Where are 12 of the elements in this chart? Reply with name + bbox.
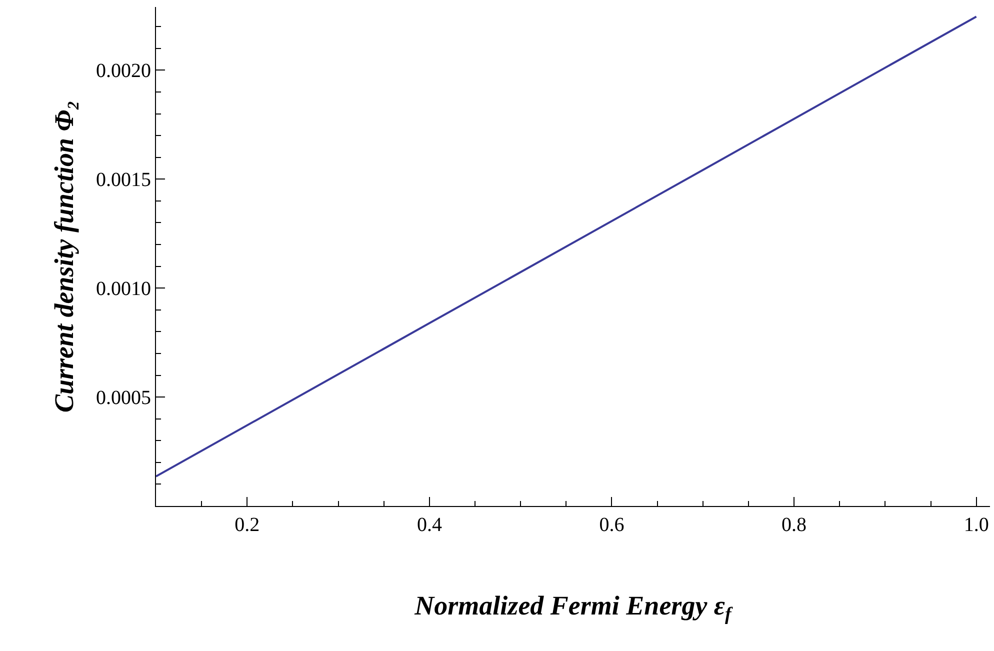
x-tick-label: 0.4: [416, 514, 442, 536]
y-tick-label: 0.0020: [96, 60, 151, 82]
x-tick-label: 1.0: [964, 514, 989, 536]
x-tick-label: 0.8: [782, 514, 807, 536]
y-tick-label: 0.0010: [96, 278, 151, 300]
line-series: [156, 16, 978, 478]
y-axis-title: Current density function Φ₂: [49, 100, 80, 413]
y-tick-label: 0.0005: [96, 387, 151, 410]
y-tick-label: 0.0015: [96, 169, 151, 192]
x-tick-label: 0.2: [234, 514, 260, 536]
x-axis-title: Normalized Fermi Energy ε$_{f}$: [414, 590, 734, 626]
x-tick-label: 0.6: [599, 514, 624, 536]
